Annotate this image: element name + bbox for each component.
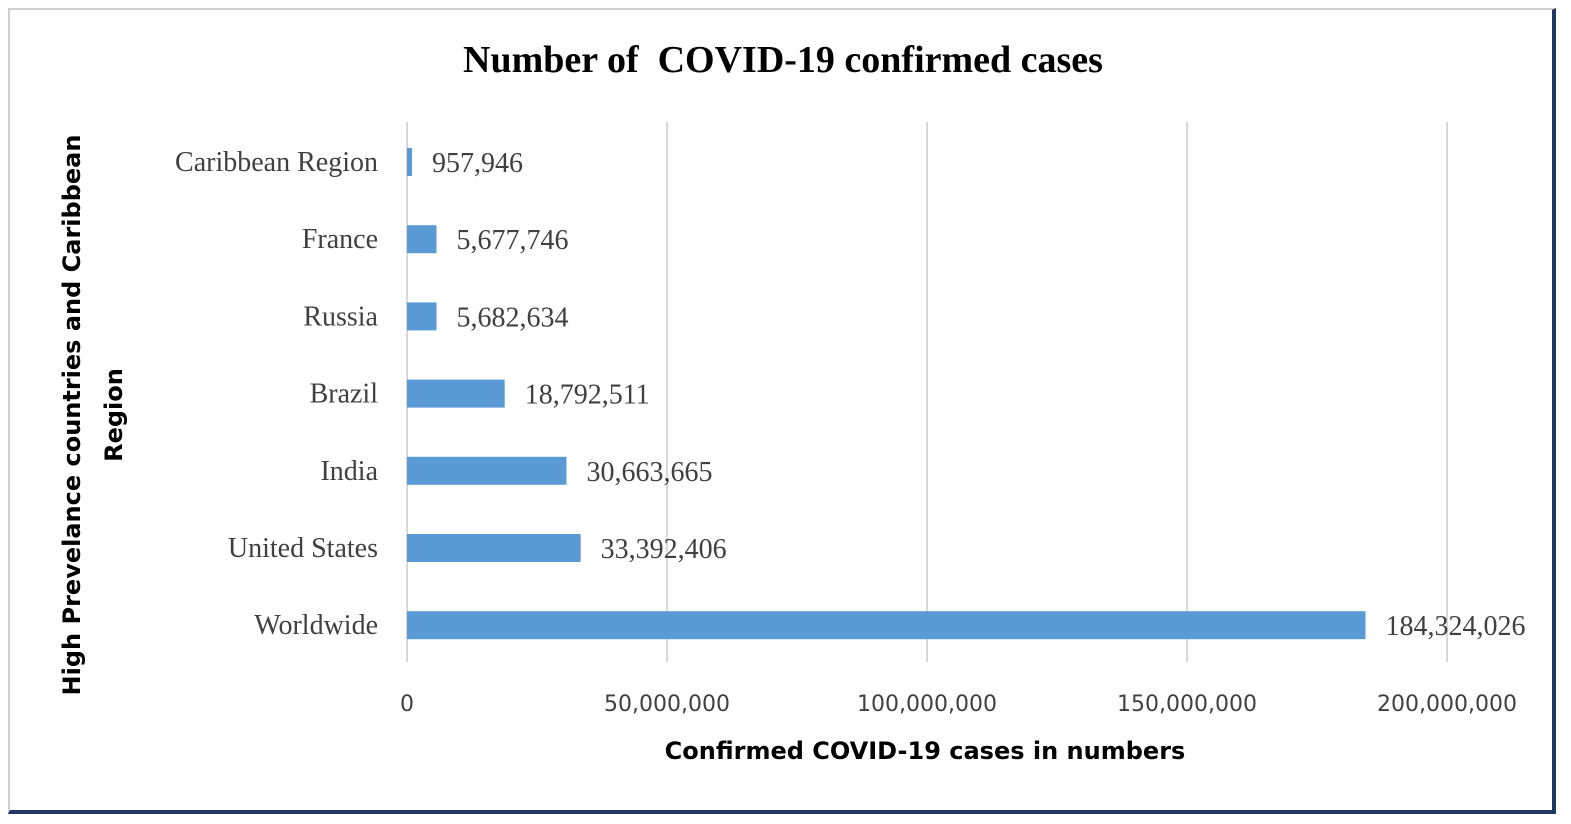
y-axis-title-line-2: Region (100, 368, 128, 462)
bar (407, 611, 1366, 640)
category-label: Brazil (310, 379, 379, 410)
bar (407, 148, 412, 176)
category-labels: Caribbean Region France Russia Brazil India U… (175, 147, 379, 641)
value-label: 184,324,026 (1385, 611, 1525, 642)
category-label: United States (228, 533, 378, 564)
y-axis-title-line-1: High Prevelance countries and Caribbean (58, 135, 86, 696)
bar (407, 456, 567, 485)
category-label: France (302, 224, 378, 255)
x-tick-label: 200,000,000 (1377, 692, 1517, 717)
bars (407, 148, 1366, 640)
x-tick-label: 50,000,000 (604, 692, 730, 717)
y-axis-title: High Prevelance countries and Caribbean … (58, 135, 128, 696)
value-label: 5,677,746 (457, 225, 569, 256)
value-label: 30,663,665 (586, 457, 712, 488)
bar (407, 225, 437, 254)
value-labels: 957,946 5,677,746 5,682,634 18,792,511 30,66… (432, 148, 1526, 642)
chart-title: Number of COVID-19 confirmed cases (463, 39, 1103, 81)
value-label: 18,792,511 (525, 380, 650, 411)
value-label: 33,392,406 (601, 534, 727, 565)
x-axis-title: Confirmed COVID-19 cases in numbers (665, 737, 1186, 765)
gridlines (406, 122, 1448, 662)
x-tick-labels: 0 50,000,000 100,000,000 150,000,000 200,000… (400, 692, 1517, 717)
category-label: Russia (303, 301, 378, 332)
x-tick-label: 100,000,000 (857, 692, 997, 717)
chart-frame (8, 8, 1556, 814)
x-tick-label: 0 (400, 692, 414, 717)
bar (407, 379, 505, 408)
category-label: Worldwide (254, 610, 378, 641)
bar (407, 302, 437, 331)
value-label: 5,682,634 (457, 302, 569, 333)
bar (407, 534, 581, 562)
category-label: India (320, 456, 378, 487)
value-label: 957,946 (432, 148, 523, 179)
category-label: Caribbean Region (175, 147, 378, 178)
x-tick-label: 150,000,000 (1117, 692, 1257, 717)
